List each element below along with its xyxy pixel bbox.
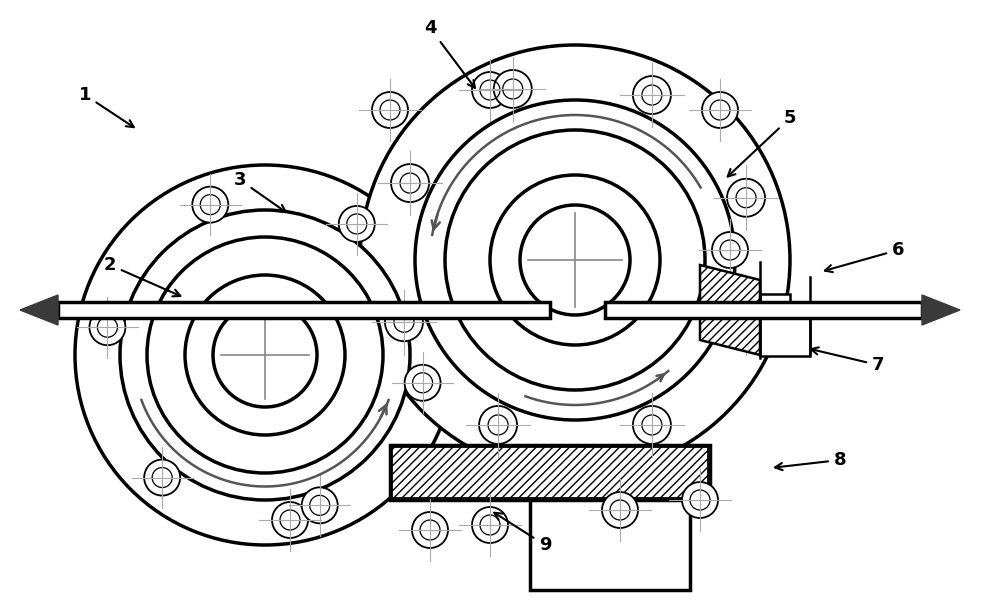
Circle shape xyxy=(192,187,228,222)
Bar xyxy=(760,294,790,310)
Text: 9: 9 xyxy=(494,513,551,554)
Bar xyxy=(530,500,690,590)
Circle shape xyxy=(520,205,630,315)
Circle shape xyxy=(120,210,410,500)
Circle shape xyxy=(405,365,441,401)
Circle shape xyxy=(682,482,718,518)
Circle shape xyxy=(602,492,638,528)
Text: 3: 3 xyxy=(234,171,286,212)
Circle shape xyxy=(415,100,735,420)
Polygon shape xyxy=(700,265,760,355)
Circle shape xyxy=(727,179,765,217)
Circle shape xyxy=(472,507,508,543)
Circle shape xyxy=(75,165,455,545)
Bar xyxy=(390,445,710,500)
Circle shape xyxy=(339,206,375,242)
Text: 4: 4 xyxy=(424,19,475,88)
Circle shape xyxy=(185,275,345,435)
Circle shape xyxy=(302,487,338,524)
Circle shape xyxy=(272,502,308,538)
Circle shape xyxy=(147,237,383,473)
Text: 5: 5 xyxy=(728,109,796,177)
Circle shape xyxy=(479,406,517,444)
Circle shape xyxy=(89,309,125,345)
Circle shape xyxy=(412,512,448,548)
Circle shape xyxy=(213,303,317,407)
Circle shape xyxy=(727,303,765,341)
Text: 6: 6 xyxy=(825,241,904,272)
Polygon shape xyxy=(922,295,960,325)
Circle shape xyxy=(633,76,671,114)
Circle shape xyxy=(472,72,508,108)
Circle shape xyxy=(385,303,423,341)
Bar xyxy=(760,318,810,356)
Bar xyxy=(790,302,810,310)
Circle shape xyxy=(360,45,790,475)
Circle shape xyxy=(494,70,532,108)
Circle shape xyxy=(633,406,671,444)
Polygon shape xyxy=(20,295,58,325)
Circle shape xyxy=(391,164,429,202)
Circle shape xyxy=(712,232,748,268)
Text: 1: 1 xyxy=(79,86,134,127)
Circle shape xyxy=(372,92,408,128)
Circle shape xyxy=(144,460,180,495)
Text: 2: 2 xyxy=(104,256,180,296)
Circle shape xyxy=(490,175,660,345)
Text: 8: 8 xyxy=(775,451,846,470)
Bar xyxy=(605,302,922,318)
Circle shape xyxy=(702,92,738,128)
Bar xyxy=(58,302,550,318)
Text: 7: 7 xyxy=(811,347,884,374)
Circle shape xyxy=(445,130,705,390)
Bar xyxy=(392,447,708,498)
